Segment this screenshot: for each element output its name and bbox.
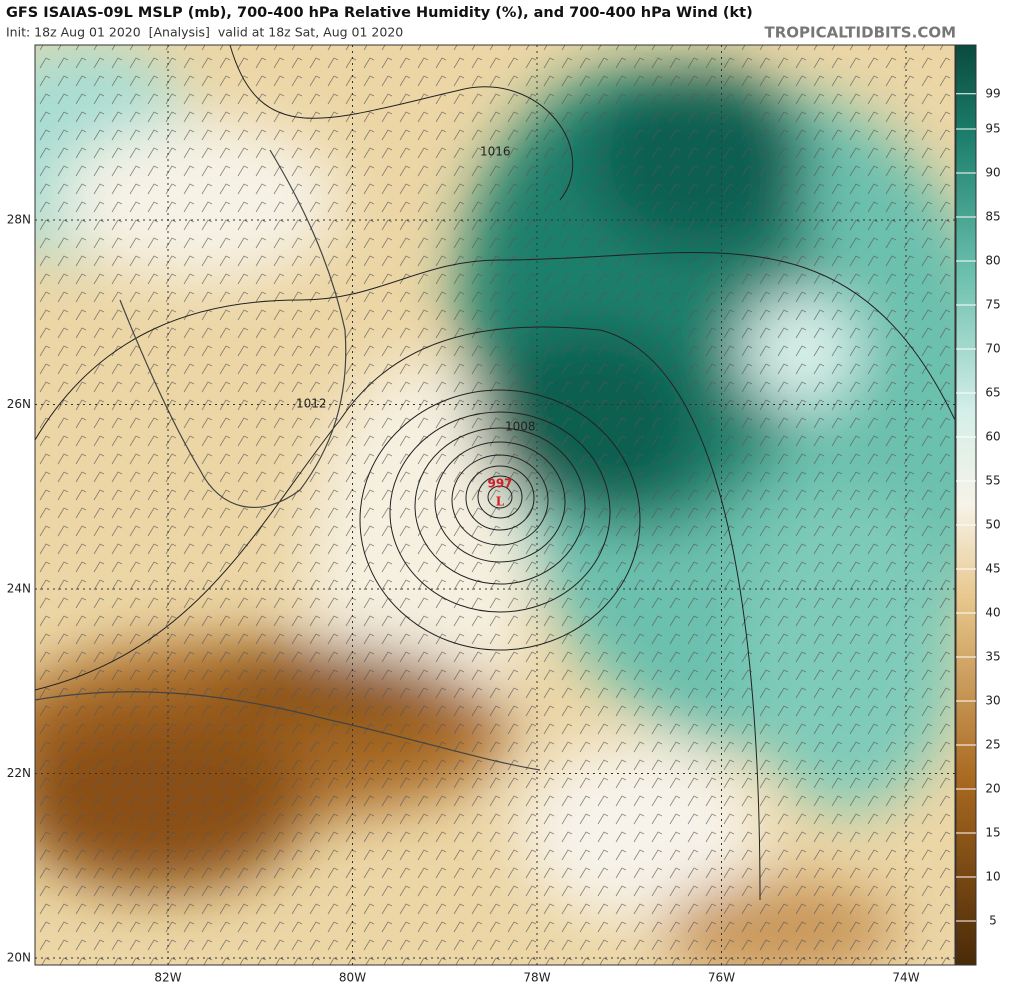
colorbar-label: 10 <box>985 870 1000 884</box>
isobar-label: 1016 <box>480 145 511 159</box>
colorbar-label: 20 <box>985 782 1000 796</box>
colorbar-label: 99 <box>985 86 1000 100</box>
colorbar-label: 60 <box>985 430 1000 444</box>
colorbar-label: 70 <box>985 342 1000 356</box>
colorbar-label: 85 <box>985 210 1000 224</box>
colorbar-label: 35 <box>985 650 1000 664</box>
latitude-label: 22N <box>7 766 31 780</box>
low-pressure: 997 <box>487 477 512 491</box>
colorbar-label: 30 <box>985 694 1000 708</box>
latitude-label: 28N <box>7 213 31 227</box>
colorbar-label: 75 <box>985 298 1000 312</box>
subtitle: Init: 18z Aug 01 2020 [Analysis] valid a… <box>6 25 403 40</box>
coastlines <box>35 149 541 771</box>
colorbar-label: 25 <box>985 738 1000 752</box>
longitude-label: 76W <box>708 971 735 985</box>
isobar-label: 1012 <box>296 397 327 411</box>
title: GFS ISAIAS-09L MSLP (mb), 700-400 hPa Re… <box>6 5 753 21</box>
map: 1016 1012 1008 997 L <box>35 45 955 965</box>
colorbar-label: 45 <box>985 562 1000 576</box>
low-symbol: L <box>496 495 505 509</box>
graticule: 28N 26N 24N 22N 20N 82W 80W 78W 76W 74W 5 10 15 20 25 3… <box>7 45 1001 985</box>
isobars <box>35 45 955 901</box>
colorbar-label: 95 <box>985 122 1000 136</box>
latitude-label: 26N <box>7 397 31 411</box>
longitude-label: 78W <box>523 971 550 985</box>
colorbar-label: 40 <box>985 606 1000 620</box>
longitude-label: 80W <box>339 971 366 985</box>
isobar-label: 1008 <box>505 420 536 434</box>
latitude-label: 24N <box>7 582 31 596</box>
colorbar-label: 50 <box>985 518 1000 532</box>
map-frame <box>34 44 956 966</box>
colorbar-label: 65 <box>985 386 1000 400</box>
credit: TROPICALTIDBITS.COM <box>765 24 957 42</box>
colorbar-label: 15 <box>985 826 1000 840</box>
colorbar-label: 55 <box>985 474 1000 488</box>
longitude-label: 82W <box>154 971 181 985</box>
colorbar-label: 90 <box>985 166 1000 180</box>
latitude-label: 20N <box>7 951 31 965</box>
colorbar <box>955 44 977 966</box>
colorbar-label: 5 <box>989 914 997 928</box>
longitude-label: 74W <box>892 971 919 985</box>
colorbar-label: 80 <box>985 254 1000 268</box>
